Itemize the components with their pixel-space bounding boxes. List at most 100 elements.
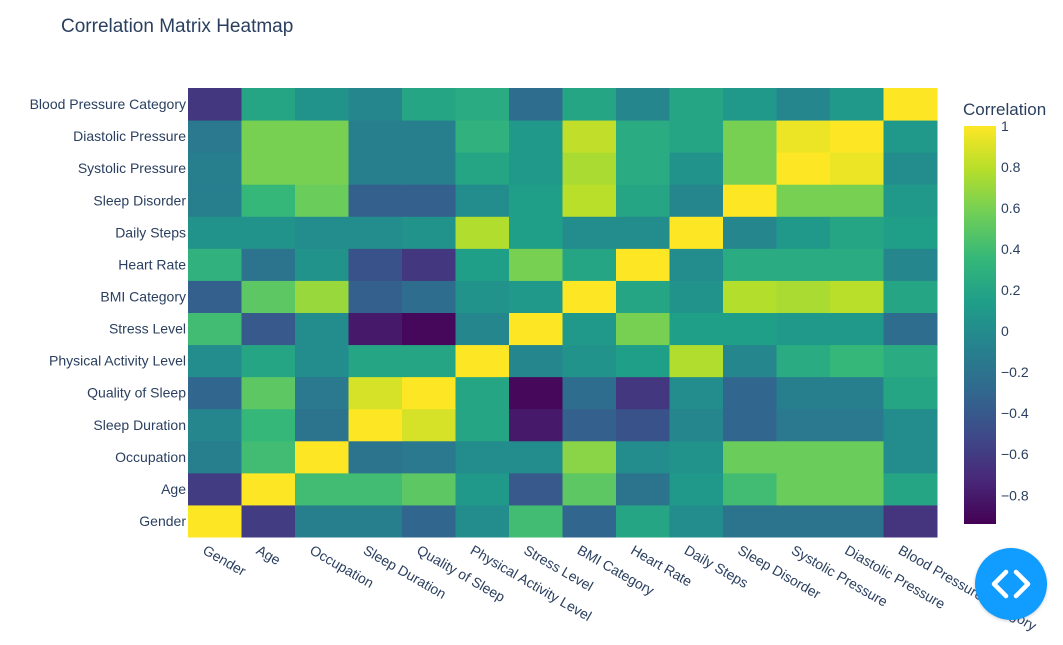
heatmap-cell	[562, 376, 617, 410]
heatmap-cell	[776, 184, 831, 217]
heatmap-cell	[669, 472, 724, 506]
heatmap-cell	[295, 120, 349, 153]
heatmap-cell	[188, 152, 242, 185]
heatmap-cell	[562, 280, 617, 313]
heatmap-cell	[883, 344, 938, 378]
colorbar-tick-label: 0.6	[1001, 200, 1021, 216]
heatmap-cell	[616, 248, 670, 281]
heatmap-cell	[669, 120, 724, 153]
y-tick-label: Sleep Disorder	[93, 192, 186, 208]
heatmap-cell	[241, 440, 296, 474]
heatmap-cell	[883, 184, 938, 217]
heatmap-cell	[616, 88, 670, 121]
heatmap-cell	[883, 248, 938, 281]
heatmap-cell	[348, 152, 403, 185]
heatmap-cell	[616, 280, 670, 313]
heatmap-cell	[616, 376, 670, 410]
heatmap-cell	[562, 120, 617, 153]
heatmap-cell	[883, 440, 938, 474]
heatmap-cell	[295, 504, 349, 538]
heatmap-cell	[455, 152, 510, 185]
heatmap-cell	[723, 152, 777, 185]
heatmap-cell	[402, 248, 456, 281]
heatmap-cell	[455, 408, 510, 442]
heatmap-cell	[723, 248, 777, 281]
heatmap-cell	[883, 312, 938, 346]
heatmap-cell	[241, 472, 296, 506]
heatmap-cell	[776, 248, 831, 281]
heatmap-cell	[402, 280, 456, 313]
heatmap-cell	[562, 248, 617, 281]
heatmap-cell	[830, 280, 884, 313]
heatmap-cell	[188, 216, 242, 249]
heatmap-cell	[455, 88, 510, 121]
heatmap-cell	[455, 440, 510, 474]
heatmap-cell	[188, 280, 242, 313]
colorbar-tick-label: −0.8	[1001, 487, 1029, 503]
heatmap-cell	[241, 408, 296, 442]
heatmap-cell	[188, 504, 242, 538]
heatmap-cell	[723, 280, 777, 313]
heatmap-cell	[348, 376, 403, 410]
heatmap-cell	[188, 88, 242, 121]
heatmap-cell	[348, 88, 403, 121]
y-tick-label: Daily Steps	[115, 224, 186, 240]
heatmap-cell	[509, 280, 563, 313]
heatmap-cell	[830, 152, 884, 185]
heatmap-cell	[616, 344, 670, 378]
heatmap-cell	[669, 312, 724, 346]
heatmap-cell	[241, 280, 296, 313]
heatmap-cell	[562, 152, 617, 185]
heatmap-cell	[562, 312, 617, 346]
heatmap-cell	[509, 152, 563, 185]
heatmap-cell	[562, 440, 617, 474]
heatmap-cell	[776, 152, 831, 185]
heatmap-cell	[295, 440, 349, 474]
y-tick-label: Occupation	[115, 449, 186, 465]
heatmap-cell	[723, 376, 777, 410]
heatmap-cell	[669, 216, 724, 249]
heatmap-cell	[455, 344, 510, 378]
heatmap-cell	[830, 504, 884, 538]
embed-code-button[interactable]	[975, 548, 1047, 620]
heatmap-cell	[348, 280, 403, 313]
colorbar	[964, 126, 996, 524]
y-tick-label: Age	[161, 481, 186, 497]
heatmap-cell	[562, 216, 617, 249]
heatmap-cell	[669, 344, 724, 378]
heatmap-cell	[188, 472, 242, 506]
heatmap-cell	[241, 88, 296, 121]
heatmap-cell	[669, 280, 724, 313]
heatmap-cell	[509, 408, 563, 442]
heatmap-cells	[188, 88, 938, 538]
heatmap-cell	[455, 280, 510, 313]
heatmap-cell	[402, 216, 456, 249]
heatmap-cell	[669, 152, 724, 185]
colorbar-tick-label: −0.2	[1001, 364, 1029, 380]
heatmap-cell	[188, 248, 242, 281]
heatmap-cell	[562, 88, 617, 121]
heatmap-cell	[509, 216, 563, 249]
heatmap-cell	[509, 344, 563, 378]
heatmap-cell	[455, 504, 510, 538]
heatmap-cell	[295, 248, 349, 281]
heatmap-cell	[883, 88, 938, 121]
heatmap-cell	[348, 344, 403, 378]
heatmap-cell	[348, 408, 403, 442]
heatmap-cell	[188, 376, 242, 410]
heatmap-cell	[509, 120, 563, 153]
y-tick-label: Sleep Duration	[93, 417, 186, 433]
heatmap-cell	[616, 184, 670, 217]
heatmap-cell	[402, 440, 456, 474]
heatmap-cell	[509, 312, 563, 346]
heatmap-cell	[830, 248, 884, 281]
heatmap-cell	[348, 120, 403, 153]
heatmap-cell	[295, 376, 349, 410]
heatmap-cell	[616, 472, 670, 506]
heatmap-cell	[241, 312, 296, 346]
heatmap-cell	[830, 472, 884, 506]
heatmap-cell	[830, 120, 884, 153]
heatmap-cell	[669, 408, 724, 442]
heatmap-cell	[241, 184, 296, 217]
